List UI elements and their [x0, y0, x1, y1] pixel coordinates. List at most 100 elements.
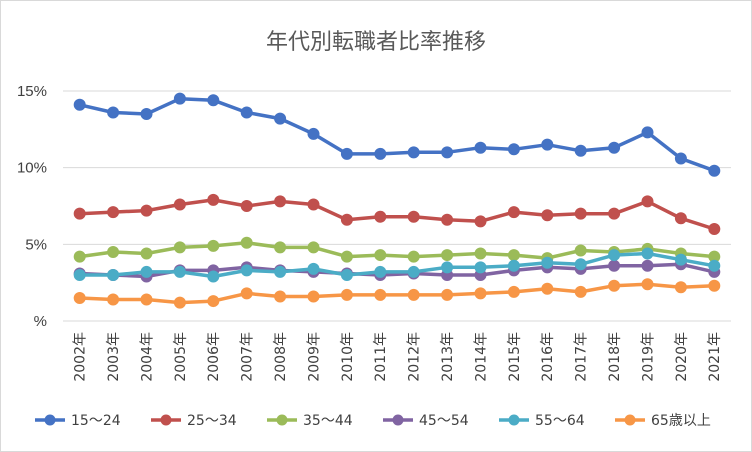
data-point	[641, 259, 654, 272]
data-point	[441, 146, 454, 159]
data-point	[374, 210, 387, 223]
data-point	[307, 262, 320, 275]
x-tick-label: 2007年	[240, 332, 256, 382]
data-point	[207, 295, 220, 308]
data-point	[441, 249, 454, 262]
data-point	[608, 279, 621, 292]
data-point	[374, 147, 387, 160]
data-point	[507, 285, 520, 298]
legend-label: 45～54	[419, 413, 469, 429]
data-point	[340, 288, 353, 301]
legend-item: 25～34	[151, 413, 237, 429]
data-point	[107, 106, 120, 119]
y-tick-label: 10%	[17, 160, 47, 177]
series-2	[73, 193, 721, 235]
legend-marker	[160, 414, 172, 426]
data-point	[441, 213, 454, 226]
data-point	[73, 292, 86, 304]
data-point	[674, 212, 687, 225]
data-point	[574, 144, 587, 157]
data-point	[641, 195, 654, 208]
x-tick-label: 2014年	[473, 332, 489, 382]
x-tick-label: 2010年	[340, 332, 356, 382]
data-point	[140, 247, 153, 260]
data-point	[474, 215, 487, 228]
data-point	[73, 98, 86, 111]
x-axis-ticks: 2002年 2003年 2004年 2005年 2006年 2007年 2008年 2009年…	[73, 332, 724, 382]
x-tick-label: 2004年	[139, 332, 155, 382]
legend-label: 25～34	[187, 413, 237, 429]
data-point	[173, 241, 186, 254]
data-point	[641, 278, 654, 291]
data-point	[541, 282, 554, 295]
data-point	[340, 269, 353, 281]
series-6	[73, 278, 721, 309]
data-point	[708, 223, 721, 235]
x-tick-label: 2017年	[574, 332, 590, 382]
legend-label: 15～24	[71, 413, 121, 429]
data-point	[274, 265, 287, 278]
data-point	[240, 287, 253, 300]
x-tick-label: 2013年	[440, 332, 456, 382]
x-tick-label: 2015年	[507, 332, 523, 382]
data-point	[107, 246, 120, 258]
data-point	[240, 236, 253, 249]
data-point	[73, 269, 86, 281]
data-point	[240, 106, 253, 119]
data-point	[407, 210, 420, 223]
data-point	[507, 206, 520, 219]
data-point	[173, 198, 186, 211]
data-point	[507, 143, 520, 156]
data-point	[274, 290, 287, 303]
legend-item: 55～64	[499, 413, 585, 429]
data-point	[140, 265, 153, 278]
data-point	[407, 265, 420, 278]
data-point	[708, 279, 721, 292]
data-point	[407, 288, 420, 301]
data-point	[207, 193, 220, 206]
data-point	[441, 261, 454, 274]
data-point	[340, 213, 353, 226]
series-line	[77, 96, 717, 173]
series-1	[73, 92, 721, 177]
data-point	[73, 250, 86, 263]
data-point	[207, 270, 220, 283]
data-point	[140, 293, 153, 306]
series-3	[73, 236, 721, 265]
data-point	[507, 249, 520, 262]
data-point	[474, 261, 487, 274]
data-point	[574, 244, 587, 257]
chart-title: 年代別転職者比率推移	[266, 30, 486, 55]
data-point	[374, 265, 387, 278]
data-point	[207, 94, 220, 107]
legend-label: 35～44	[303, 413, 353, 429]
data-point	[708, 164, 721, 177]
data-point	[474, 141, 487, 154]
data-point	[641, 247, 654, 260]
data-point	[307, 241, 320, 254]
legend-item: 65歳以上	[615, 413, 711, 429]
data-point	[307, 127, 320, 140]
y-tick-label: 15%	[17, 83, 47, 100]
data-point	[474, 287, 487, 300]
x-tick-label: 2011年	[373, 332, 389, 382]
y-tick-label: %	[34, 313, 47, 330]
legend: 15～24 25～34 35～44 45～54 55～64 65歳以上	[35, 413, 711, 429]
data-point	[307, 198, 320, 211]
data-point	[73, 207, 86, 220]
series-group	[73, 92, 721, 309]
x-tick-label: 2018年	[607, 332, 623, 382]
data-point	[641, 126, 654, 139]
data-point	[107, 206, 120, 219]
x-tick-label: 2005年	[173, 332, 189, 382]
series-5	[73, 247, 721, 283]
x-tick-label: 2009年	[306, 332, 322, 382]
legend-item: 35～44	[267, 413, 353, 429]
data-point	[608, 249, 621, 262]
data-point	[340, 250, 353, 263]
data-point	[140, 108, 153, 120]
legend-marker	[392, 414, 404, 426]
data-point	[541, 256, 554, 269]
